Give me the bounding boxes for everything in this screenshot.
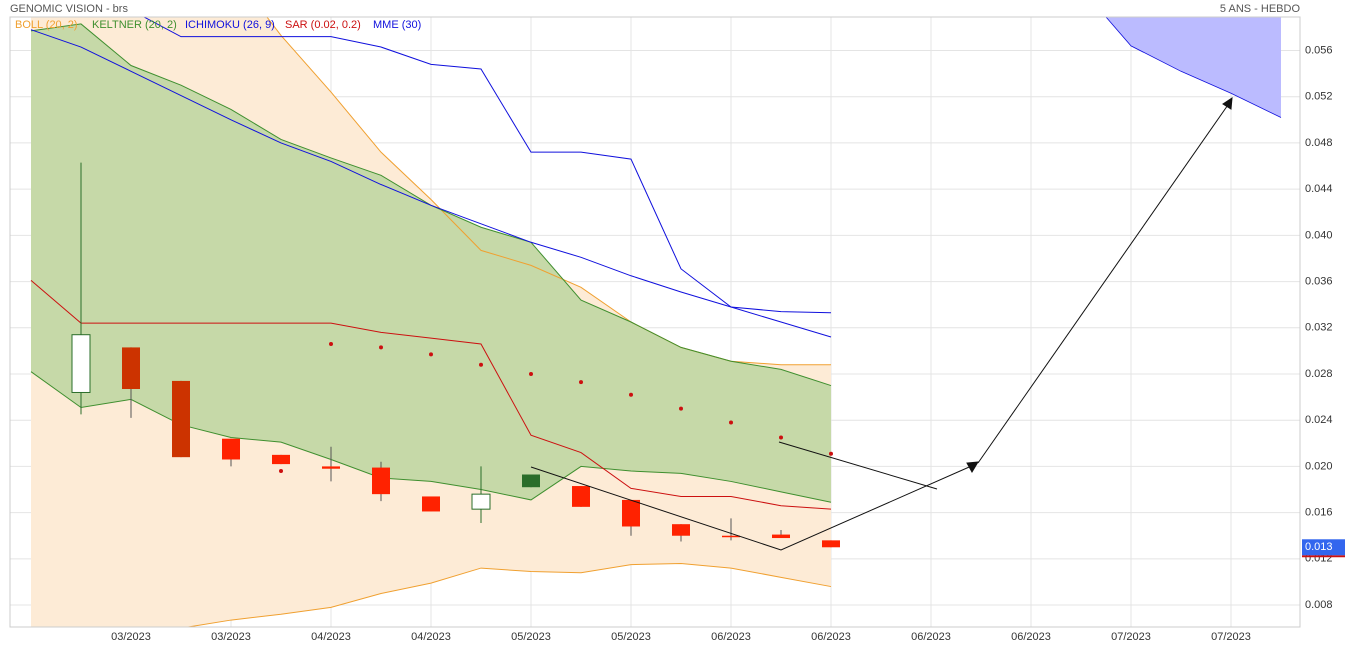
trend-line (778, 441, 938, 490)
chart-title: GENOMIC VISION - brs (10, 3, 128, 15)
legend-entry: BOLL (20, 2) (15, 19, 78, 31)
candle-body (372, 467, 390, 495)
y-tick-label: 0.040 (1305, 229, 1333, 241)
last-price-label: 0.013 (1305, 541, 1333, 553)
candle-body (222, 438, 240, 460)
sar-dot (429, 352, 433, 357)
overlay: 0.013 BOLL (20, 2) KELTNER (20, 2) ICHIMOKU… (15, 19, 1345, 558)
candle-body (822, 540, 840, 548)
candle-body (172, 380, 190, 458)
y-tick-label: 0.008 (1305, 599, 1333, 611)
sar-dot (329, 341, 333, 346)
candle-body (672, 524, 690, 536)
sar-dot (279, 469, 283, 474)
band-line (30, 371, 832, 503)
x-tick-label: 04/2023 (311, 631, 351, 643)
legend-entry: MME (30) (373, 19, 421, 31)
cloud-line (1105, 17, 1282, 118)
x-tick-label: 06/2023 (911, 631, 951, 643)
y-tick-label: 0.036 (1305, 275, 1333, 287)
legend-entry: KELTNER (20, 2) (92, 19, 177, 31)
y-tick-label: 0.048 (1305, 137, 1333, 149)
candle-body (422, 496, 440, 512)
x-tick-label: 07/2023 (1111, 631, 1151, 643)
annotations (530, 97, 1233, 551)
indicator-line (30, 280, 832, 510)
indicator-line (142, 17, 832, 314)
x-tick-label: 04/2023 (411, 631, 451, 643)
sar-dot (479, 362, 483, 367)
sar-dot (529, 371, 533, 376)
sar-dot (679, 406, 683, 411)
candle-body (622, 499, 640, 527)
y-tick-label: 0.024 (1305, 414, 1333, 426)
x-tick-label: 06/2023 (711, 631, 751, 643)
trend-line (530, 463, 977, 551)
indicator-line (30, 29, 832, 338)
y-tick-label: 0.020 (1305, 460, 1333, 472)
plot (30, 17, 1282, 627)
candle-body (722, 535, 740, 538)
plot-border (9, 16, 1301, 628)
candle-body (272, 454, 290, 465)
trend-line (977, 101, 1231, 464)
candle-body (772, 534, 790, 539)
y-tick-label: 0.032 (1305, 322, 1333, 334)
sar-dot (829, 451, 833, 456)
candle-body (71, 334, 91, 393)
arrow-head (966, 461, 979, 473)
legend-entry: ICHIMOKU (26, 9) (185, 19, 275, 31)
sar-dot (729, 420, 733, 425)
band-fill (31, 23, 831, 503)
sar-dot (629, 392, 633, 397)
x-tick-label: 06/2023 (811, 631, 851, 643)
y-tick-label: 0.016 (1305, 507, 1333, 519)
y-tick-label: 0.028 (1305, 368, 1333, 380)
last-price-box (1302, 539, 1345, 556)
chart-subtitle: 5 ANS - HEBDO (1220, 3, 1301, 15)
x-tick-label: 05/2023 (611, 631, 651, 643)
candle-body (572, 486, 590, 507)
arrow-head (1222, 97, 1233, 110)
y-tick-label: 0.044 (1305, 183, 1333, 195)
x-tick-label: 03/2023 (211, 631, 251, 643)
candle-body (322, 466, 340, 469)
x-tick-label: 03/2023 (111, 631, 151, 643)
candle-body (122, 347, 140, 390)
candle-body (471, 493, 491, 510)
y-tick-label: 0.052 (1305, 91, 1333, 103)
legend-entry: SAR (0.02, 0.2) (285, 19, 361, 31)
sar-dot (579, 380, 583, 385)
x-tick-label: 07/2023 (1211, 631, 1251, 643)
band-line (185, 562, 832, 627)
x-tick-label: 06/2023 (1011, 631, 1051, 643)
x-tick-label: 05/2023 (511, 631, 551, 643)
sar-dot (379, 345, 383, 350)
candle-body (522, 474, 540, 488)
ichimoku-cloud (1106, 17, 1281, 118)
y-tick-label: 0.056 (1305, 44, 1333, 56)
sar-dot (779, 435, 783, 440)
